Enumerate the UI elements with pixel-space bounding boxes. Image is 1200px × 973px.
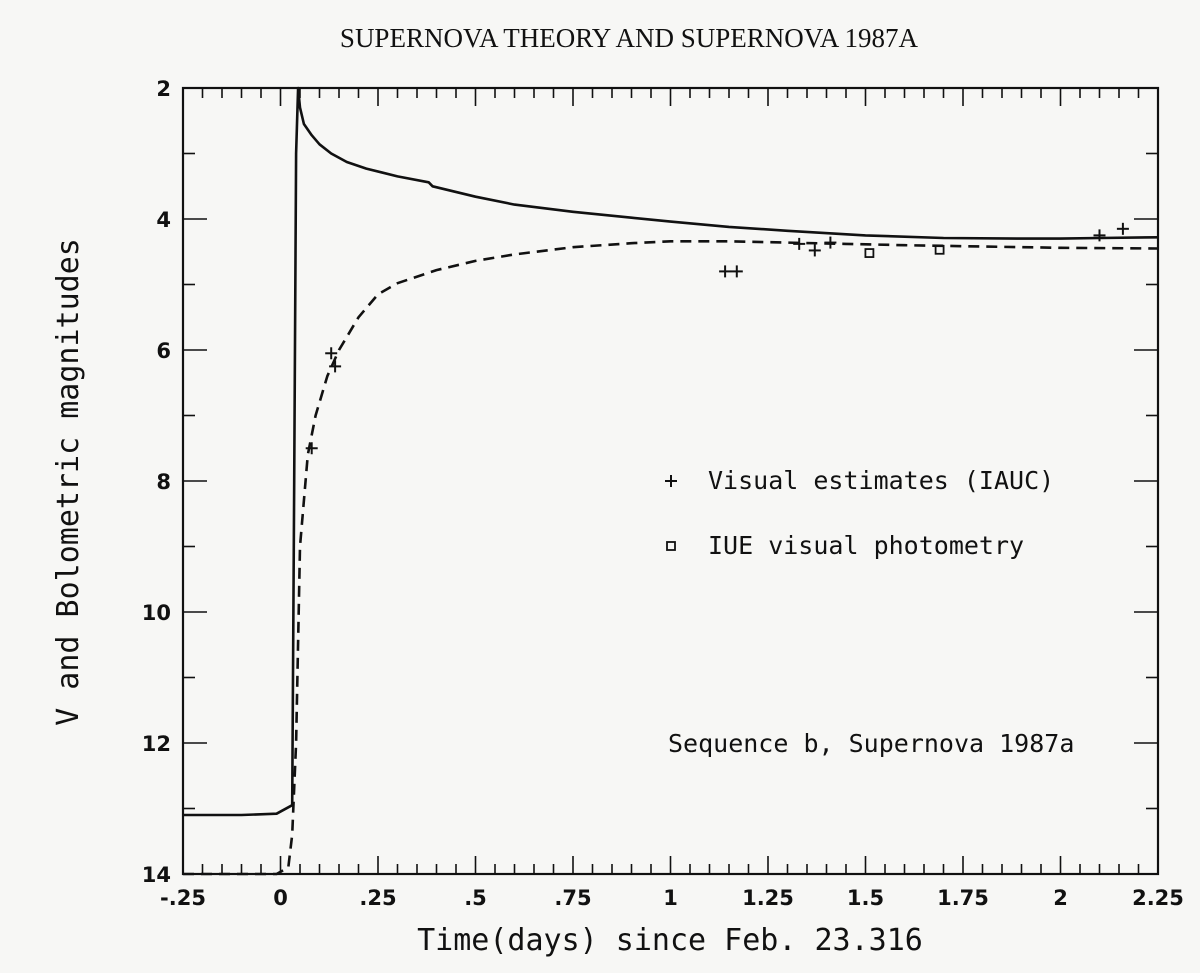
- y-tick-label: 8: [156, 470, 171, 494]
- y-tick-label: 12: [142, 732, 171, 756]
- iue-photometry-point: [864, 248, 875, 258]
- y-tick-labels: 2 4 6 8 10 12 14: [142, 77, 171, 887]
- marker-layer: [305, 222, 1129, 455]
- x-tick-label: 1.5: [847, 886, 884, 910]
- axis-ticks: [182, 87, 1159, 875]
- iue-photometry-point: [934, 244, 945, 255]
- x-tick-label: -.25: [160, 886, 206, 910]
- y-tick-label: 10: [142, 601, 171, 625]
- visual-estimate-point: [808, 244, 821, 257]
- x-tick-label: 1: [663, 886, 678, 910]
- x-tick-label: 2.25: [1132, 886, 1184, 910]
- visual-estimate-point: [305, 442, 318, 455]
- x-tick-labels: -.25 0 .25 .5 .75 1 1.25 1.5 1.75 2 2.25: [160, 886, 1184, 910]
- y-tick-label: 2: [156, 77, 171, 101]
- x-tick-label: .5: [464, 886, 487, 910]
- x-tick-label: 1.75: [937, 886, 989, 910]
- page-title: SUPERNOVA THEORY AND SUPERNOVA 1987A: [340, 23, 919, 53]
- x-tick-label: 2: [1053, 886, 1068, 910]
- legend-square-mark: [666, 541, 676, 551]
- y-tick-label: 4: [156, 208, 171, 232]
- x-axis-label: Time(days) since Feb. 23.316: [417, 923, 923, 958]
- visual-estimate-point: [1116, 222, 1129, 235]
- x-tick-label: .75: [554, 886, 591, 910]
- x-tick-label: 1.25: [742, 886, 794, 910]
- visual-estimate-point: [329, 360, 342, 373]
- legend-label-visual-estimates: Visual estimates (IAUC): [708, 466, 1054, 495]
- y-tick-label: 6: [156, 339, 171, 363]
- visual-estimate-point: [824, 236, 837, 249]
- x-tick-label: .25: [359, 886, 396, 910]
- legend-label-iue-photometry: IUE visual photometry: [708, 531, 1024, 560]
- visual-estimate-point: [1093, 229, 1106, 242]
- legend: Visual estimates (IAUC) IUE visual photo…: [665, 466, 1054, 560]
- visual-estimate-point: [719, 265, 732, 278]
- visual-estimate-point: [325, 347, 338, 360]
- legend-symbol-plus: [665, 475, 677, 487]
- visual-estimate-point: [730, 265, 743, 278]
- y-tick-label: 14: [142, 863, 171, 887]
- x-tick-label: 0: [273, 886, 288, 910]
- visual-estimate-point: [793, 237, 806, 250]
- y-axis-label: V and Bolometric magnitudes: [51, 238, 86, 726]
- legend-symbol-square: [666, 541, 676, 551]
- sequence-annotation: Sequence b, Supernova 1987a: [668, 729, 1074, 758]
- legend-plus-mark: [665, 475, 677, 487]
- solid-series-line: [183, 86, 1159, 817]
